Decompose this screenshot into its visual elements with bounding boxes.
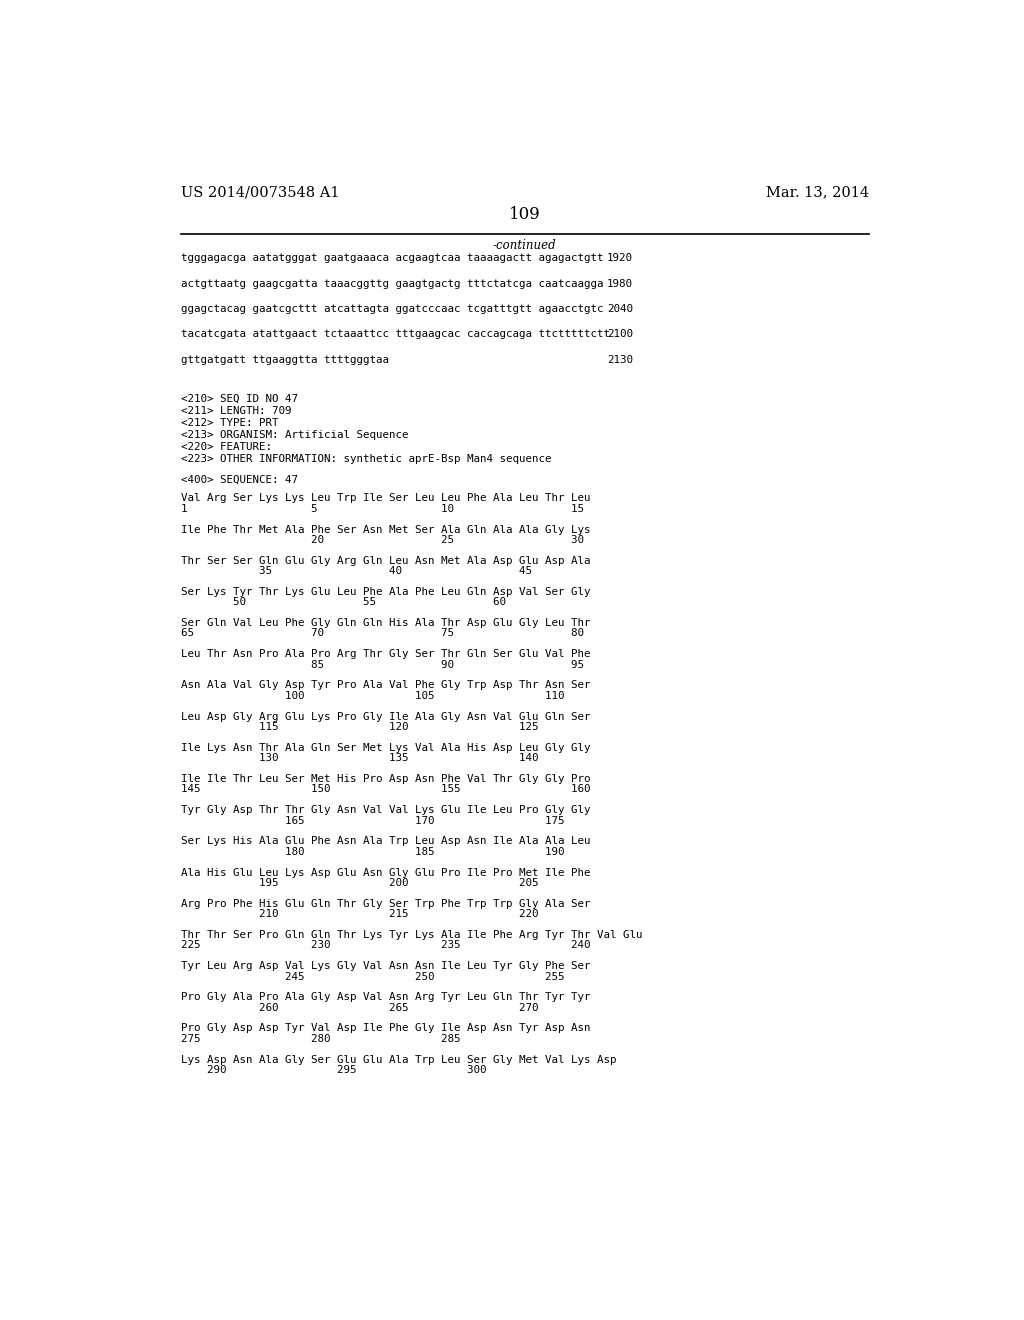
Text: 35                  40                  45: 35 40 45: [180, 566, 531, 576]
Text: Ile Phe Thr Met Ala Phe Ser Asn Met Ser Ala Gln Ala Ala Gly Lys: Ile Phe Thr Met Ala Phe Ser Asn Met Ser …: [180, 524, 590, 535]
Text: <211> LENGTH: 709: <211> LENGTH: 709: [180, 407, 291, 416]
Text: <220> FEATURE:: <220> FEATURE:: [180, 442, 271, 451]
Text: gttgatgatt ttgaaggtta ttttgggtaa: gttgatgatt ttgaaggtta ttttgggtaa: [180, 355, 389, 364]
Text: US 2014/0073548 A1: US 2014/0073548 A1: [180, 185, 339, 199]
Text: 180                 185                 190: 180 185 190: [180, 847, 564, 857]
Text: 210                 215                 220: 210 215 220: [180, 909, 539, 919]
Text: 275                 280                 285: 275 280 285: [180, 1034, 460, 1044]
Text: tgggagacga aatatgggat gaatgaaaca acgaagtcaa taaaagactt agagactgtt: tgggagacga aatatgggat gaatgaaaca acgaagt…: [180, 253, 603, 263]
Text: 65                  70                  75                  80: 65 70 75 80: [180, 628, 584, 639]
Text: Arg Pro Phe His Glu Gln Thr Gly Ser Trp Phe Trp Trp Gly Ala Ser: Arg Pro Phe His Glu Gln Thr Gly Ser Trp …: [180, 899, 590, 908]
Text: Ile Ile Thr Leu Ser Met His Pro Asp Asn Phe Val Thr Gly Gly Pro: Ile Ile Thr Leu Ser Met His Pro Asp Asn …: [180, 774, 590, 784]
Text: 85                  90                  95: 85 90 95: [180, 660, 584, 669]
Text: Asn Ala Val Gly Asp Tyr Pro Ala Val Phe Gly Trp Asp Thr Asn Ser: Asn Ala Val Gly Asp Tyr Pro Ala Val Phe …: [180, 681, 590, 690]
Text: Mar. 13, 2014: Mar. 13, 2014: [766, 185, 869, 199]
Text: <210> SEQ ID NO 47: <210> SEQ ID NO 47: [180, 395, 298, 404]
Text: 2130: 2130: [607, 355, 633, 364]
Text: 109: 109: [509, 206, 541, 223]
Text: Tyr Leu Arg Asp Val Lys Gly Val Asn Asn Ile Leu Tyr Gly Phe Ser: Tyr Leu Arg Asp Val Lys Gly Val Asn Asn …: [180, 961, 590, 972]
Text: Leu Asp Gly Arg Glu Lys Pro Gly Ile Ala Gly Asn Val Glu Gln Ser: Leu Asp Gly Arg Glu Lys Pro Gly Ile Ala …: [180, 711, 590, 722]
Text: Thr Thr Ser Pro Gln Gln Thr Lys Tyr Lys Ala Ile Phe Arg Tyr Thr Val Glu: Thr Thr Ser Pro Gln Gln Thr Lys Tyr Lys …: [180, 929, 642, 940]
Text: Pro Gly Asp Asp Tyr Val Asp Ile Phe Gly Ile Asp Asn Tyr Asp Asn: Pro Gly Asp Asp Tyr Val Asp Ile Phe Gly …: [180, 1023, 590, 1034]
Text: 195                 200                 205: 195 200 205: [180, 878, 539, 888]
Text: Ser Lys Tyr Thr Lys Glu Leu Phe Ala Phe Leu Gln Asp Val Ser Gly: Ser Lys Tyr Thr Lys Glu Leu Phe Ala Phe …: [180, 587, 590, 597]
Text: 290                 295                 300: 290 295 300: [180, 1065, 486, 1074]
Text: <223> OTHER INFORMATION: synthetic aprE-Bsp Man4 sequence: <223> OTHER INFORMATION: synthetic aprE-…: [180, 454, 551, 463]
Text: actgttaatg gaagcgatta taaacggttg gaagtgactg tttctatcga caatcaagga: actgttaatg gaagcgatta taaacggttg gaagtga…: [180, 279, 603, 289]
Text: 225                 230                 235                 240: 225 230 235 240: [180, 940, 590, 950]
Text: Ala His Glu Leu Lys Asp Glu Asn Gly Glu Pro Ile Pro Met Ile Phe: Ala His Glu Leu Lys Asp Glu Asn Gly Glu …: [180, 867, 590, 878]
Text: 245                 250                 255: 245 250 255: [180, 972, 564, 982]
Text: Ile Lys Asn Thr Ala Gln Ser Met Lys Val Ala His Asp Leu Gly Gly: Ile Lys Asn Thr Ala Gln Ser Met Lys Val …: [180, 743, 590, 752]
Text: 20                  25                  30: 20 25 30: [180, 535, 584, 545]
Text: Tyr Gly Asp Thr Thr Gly Asn Val Val Lys Glu Ile Leu Pro Gly Gly: Tyr Gly Asp Thr Thr Gly Asn Val Val Lys …: [180, 805, 590, 816]
Text: -continued: -continued: [493, 239, 557, 252]
Text: Ser Gln Val Leu Phe Gly Gln Gln His Ala Thr Asp Glu Gly Leu Thr: Ser Gln Val Leu Phe Gly Gln Gln His Ala …: [180, 618, 590, 628]
Text: tacatcgata atattgaact tctaaattcc tttgaagcac caccagcaga ttctttttctt: tacatcgata atattgaact tctaaattcc tttgaag…: [180, 330, 609, 339]
Text: Thr Ser Ser Gln Glu Gly Arg Gln Leu Asn Met Ala Asp Glu Asp Ala: Thr Ser Ser Gln Glu Gly Arg Gln Leu Asn …: [180, 556, 590, 566]
Text: 100                 105                 110: 100 105 110: [180, 690, 564, 701]
Text: <213> ORGANISM: Artificial Sequence: <213> ORGANISM: Artificial Sequence: [180, 430, 409, 440]
Text: 1980: 1980: [607, 279, 633, 289]
Text: 260                 265                 270: 260 265 270: [180, 1003, 539, 1012]
Text: <400> SEQUENCE: 47: <400> SEQUENCE: 47: [180, 475, 298, 484]
Text: 2040: 2040: [607, 304, 633, 314]
Text: Pro Gly Ala Pro Ala Gly Asp Val Asn Arg Tyr Leu Gln Thr Tyr Tyr: Pro Gly Ala Pro Ala Gly Asp Val Asn Arg …: [180, 993, 590, 1002]
Text: <212> TYPE: PRT: <212> TYPE: PRT: [180, 418, 279, 428]
Text: 145                 150                 155                 160: 145 150 155 160: [180, 784, 590, 795]
Text: 1920: 1920: [607, 253, 633, 263]
Text: 2100: 2100: [607, 330, 633, 339]
Text: 130                 135                 140: 130 135 140: [180, 754, 539, 763]
Text: 50                  55                  60: 50 55 60: [180, 598, 506, 607]
Text: Leu Thr Asn Pro Ala Pro Arg Thr Gly Ser Thr Gln Ser Glu Val Phe: Leu Thr Asn Pro Ala Pro Arg Thr Gly Ser …: [180, 649, 590, 659]
Text: 165                 170                 175: 165 170 175: [180, 816, 564, 825]
Text: ggagctacag gaatcgcttt atcattagta ggatcccaac tcgatttgtt agaacctgtc: ggagctacag gaatcgcttt atcattagta ggatccc…: [180, 304, 603, 314]
Text: Val Arg Ser Lys Lys Leu Trp Ile Ser Leu Leu Phe Ala Leu Thr Leu: Val Arg Ser Lys Lys Leu Trp Ile Ser Leu …: [180, 494, 590, 503]
Text: 115                 120                 125: 115 120 125: [180, 722, 539, 733]
Text: Lys Asp Asn Ala Gly Ser Glu Glu Ala Trp Leu Ser Gly Met Val Lys Asp: Lys Asp Asn Ala Gly Ser Glu Glu Ala Trp …: [180, 1055, 616, 1065]
Text: 1                   5                   10                  15: 1 5 10 15: [180, 504, 584, 513]
Text: Ser Lys His Ala Glu Phe Asn Ala Trp Leu Asp Asn Ile Ala Ala Leu: Ser Lys His Ala Glu Phe Asn Ala Trp Leu …: [180, 837, 590, 846]
